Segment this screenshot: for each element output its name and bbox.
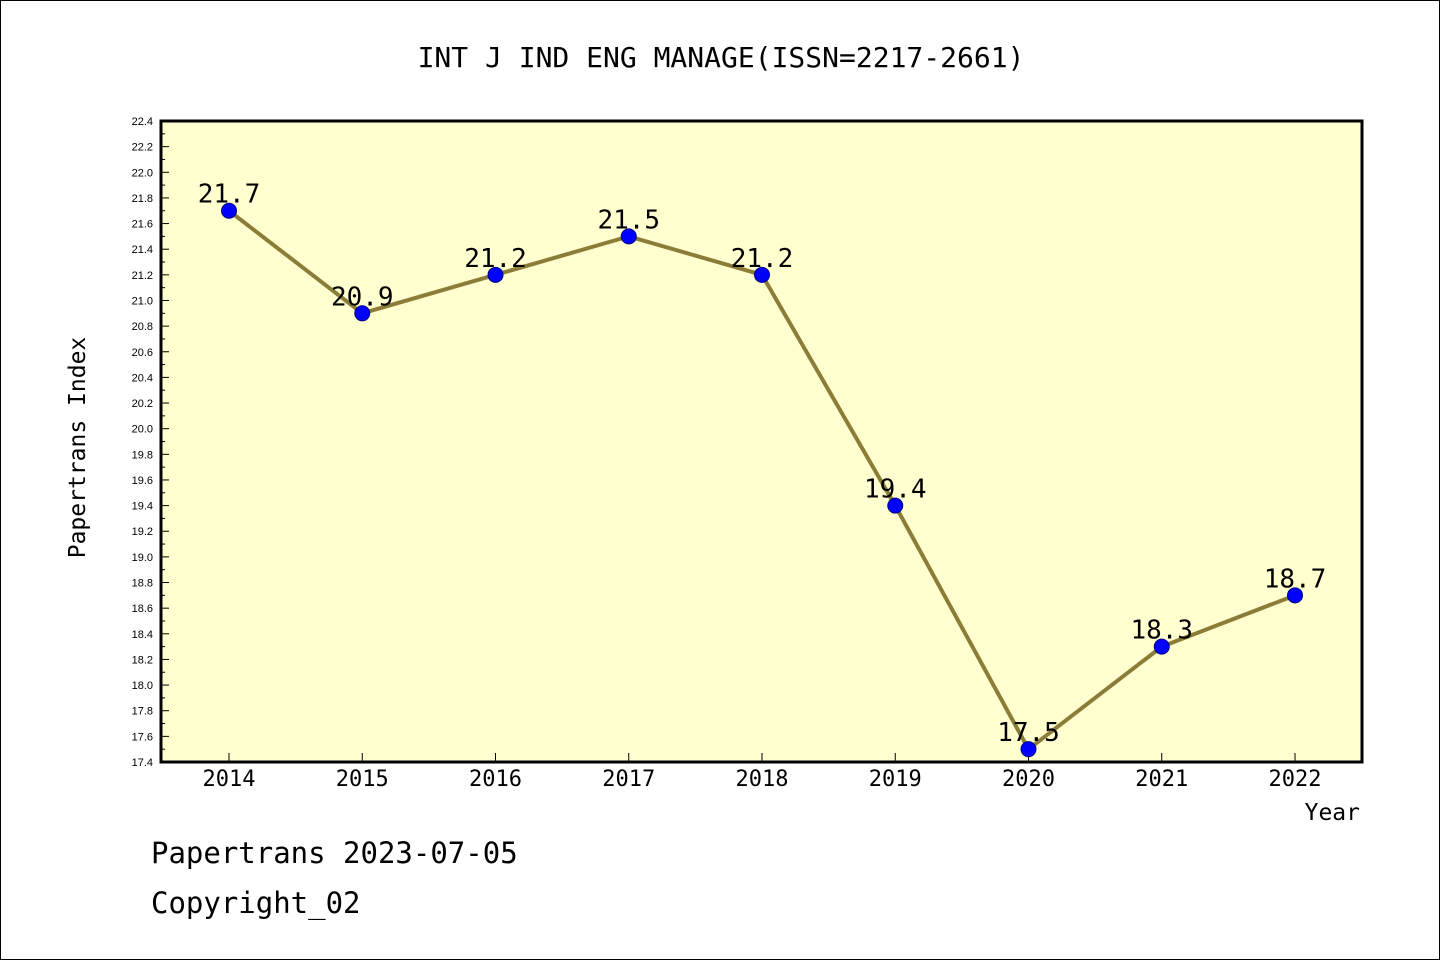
- x-tick-label: 2022: [1269, 767, 1322, 792]
- y-tick-label: 22.4: [132, 116, 153, 128]
- x-tick-label: 2020: [1002, 767, 1055, 792]
- y-tick-label: 21.2: [132, 270, 153, 282]
- data-point: [620, 228, 637, 245]
- data-point: [487, 266, 504, 283]
- x-tick-label: 2018: [736, 767, 789, 792]
- data-label: 17.5: [997, 718, 1060, 748]
- y-tick-label: 17.4: [132, 757, 153, 769]
- x-tick-label: 2015: [336, 767, 389, 792]
- y-tick-label: 18.8: [132, 578, 153, 590]
- data-label: 19.4: [864, 475, 927, 505]
- data-point: [354, 305, 371, 322]
- y-tick-label: 21.6: [132, 219, 153, 231]
- footer-date: Papertrans 2023-07-05: [151, 836, 518, 870]
- y-tick-label: 20.6: [132, 347, 153, 359]
- y-tick-label: 19.6: [132, 475, 153, 487]
- x-axis: 2014 2015 2016 2017 2018 2019 2020 2021 2022: [203, 753, 1322, 792]
- footer-copyright: Copyright_02: [151, 886, 361, 920]
- y-tick-label: 19.8: [132, 449, 153, 461]
- data-label: 21.2: [731, 244, 794, 274]
- data-label: 20.9: [331, 282, 394, 312]
- data-point: [887, 497, 904, 514]
- y-tick-label: 18.2: [132, 654, 153, 666]
- plot-area: [159, 119, 1364, 764]
- y-tick-label: 21.0: [132, 295, 153, 307]
- y-tick-label: 20.0: [132, 424, 153, 436]
- data-label: 18.3: [1130, 616, 1193, 646]
- y-axis: 17.4 17.6 17.8 18.0 18.2 18.4 18.6 18.8 19.0 19.2…: [132, 116, 169, 769]
- data-label: 21.5: [597, 205, 660, 235]
- x-tick-label: 2016: [469, 767, 522, 792]
- data-point: [221, 202, 237, 219]
- y-tick-label: 19.2: [132, 526, 153, 538]
- y-tick-label: 18.6: [132, 603, 153, 615]
- y-tick-label: 20.8: [132, 321, 153, 333]
- y-tick-label: 20.4: [132, 372, 153, 384]
- y-axis-label: Papertrans Index: [65, 337, 91, 559]
- x-axis-label: Year: [1305, 800, 1360, 826]
- y-tick-label: 18.0: [132, 680, 153, 692]
- data-label: 21.2: [464, 244, 527, 274]
- y-tick-label: 17.8: [132, 706, 153, 718]
- y-tick-label: 17.6: [132, 731, 153, 743]
- x-tick-label: 2019: [869, 767, 922, 792]
- y-tick-label: 19.0: [132, 552, 153, 564]
- chart-title: INT J IND ENG MANAGE(ISSN=2217-2661): [418, 41, 1025, 74]
- data-label: 18.7: [1264, 564, 1327, 594]
- x-tick-label: 2021: [1135, 767, 1188, 792]
- data-point: [1287, 587, 1303, 604]
- data-point: [1153, 638, 1170, 655]
- y-tick-label: 21.4: [132, 244, 153, 256]
- y-tick-label: 21.8: [132, 193, 153, 205]
- y-tick-label: 18.4: [132, 629, 153, 641]
- data-point: [754, 266, 770, 283]
- y-tick-label: 22.0: [132, 167, 153, 179]
- data-point: [1020, 741, 1037, 758]
- data-label: 21.7: [198, 180, 261, 210]
- y-tick-label: 20.2: [132, 398, 153, 410]
- x-tick-label: 2017: [602, 767, 655, 792]
- x-tick-label: 2014: [203, 767, 256, 792]
- y-tick-label: 19.4: [132, 501, 153, 513]
- y-tick-label: 22.2: [132, 142, 153, 154]
- series-group: 21.7 20.9 21.2 21.5 21.2 19.4 17.5 18.3 18.7: [198, 180, 1327, 758]
